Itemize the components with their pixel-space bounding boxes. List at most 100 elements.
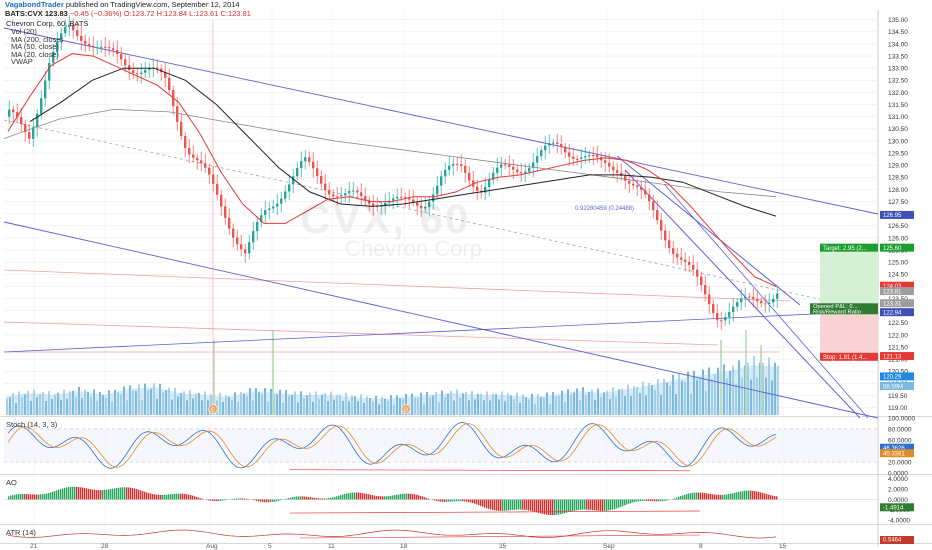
- candle-body: [204, 163, 207, 168]
- volume-bar: [468, 400, 470, 415]
- volume-bar: [15, 403, 17, 415]
- ao-bar: [266, 499, 268, 503]
- ao-bar: [720, 494, 722, 500]
- ao-bar: [502, 499, 504, 511]
- ao-bar: [22, 493, 24, 500]
- ao-bar: [596, 499, 598, 511]
- publisher-name[interactable]: VagabondTrader: [5, 0, 64, 9]
- volume-bar: [669, 385, 671, 415]
- volume-bar: [495, 394, 497, 415]
- ao-bar: [760, 492, 762, 500]
- volume-bar: [564, 402, 566, 415]
- ao-bar: [70, 486, 72, 500]
- volume-bar: [660, 394, 662, 415]
- ao-bar: [192, 495, 194, 500]
- candle-body: [84, 40, 87, 45]
- ao-bar: [618, 499, 620, 508]
- candle-body: [180, 121, 183, 137]
- candle-body: [700, 276, 703, 285]
- ao-bar: [152, 493, 154, 500]
- ao-bar: [90, 489, 92, 500]
- ao-bar: [146, 492, 148, 500]
- ao-bar: [254, 499, 256, 501]
- price-tick-label: 134.50: [888, 29, 908, 36]
- indicator-ma200[interactable]: MA (200, close): [11, 34, 64, 44]
- candle-body: [136, 73, 139, 75]
- ao-bar: [24, 494, 26, 500]
- ao-bar: [358, 492, 360, 500]
- volume-bar: [27, 390, 29, 415]
- volume-bar: [111, 401, 113, 415]
- volume-bar: [387, 400, 389, 415]
- price-tick-label: 130.50: [888, 126, 908, 133]
- volume-bar: [267, 401, 269, 415]
- volume-bar: [345, 392, 347, 415]
- volume-bar: [621, 388, 623, 415]
- ao-bar: [428, 498, 430, 500]
- candle-body: [308, 157, 311, 162]
- volume-bar: [147, 390, 149, 415]
- ao-bar: [660, 499, 662, 502]
- ao-bar: [340, 495, 342, 500]
- volume-bar: [474, 399, 476, 415]
- ao-bar: [96, 490, 98, 500]
- candle-body: [104, 46, 107, 48]
- volume-bar: [498, 399, 500, 415]
- volume-bar: [666, 382, 668, 415]
- ao-bar: [92, 489, 94, 500]
- ao-bar: [246, 498, 248, 500]
- ao-bar: [662, 499, 664, 502]
- volume-bar: [327, 401, 329, 415]
- candle-body: [492, 172, 495, 180]
- quote-line: BATS:CVX 123.83 −0.45 (−0.36%) O:123.72 …: [5, 10, 251, 18]
- ao-bar: [560, 499, 562, 515]
- candle-body: [124, 59, 127, 66]
- event-marker-e: [208, 404, 218, 414]
- indicator-ma50[interactable]: MA (50, close): [11, 42, 59, 51]
- ao-bar: [742, 491, 744, 500]
- ao-bar: [480, 499, 482, 506]
- candle-body: [748, 296, 751, 298]
- volume-bar: [75, 397, 77, 415]
- watermark-symbol: CVX, 60: [300, 195, 471, 242]
- volume-bar: [687, 371, 689, 415]
- volume-bar: [159, 383, 161, 415]
- candle-body: [548, 142, 551, 146]
- volume-ma-area: [6, 365, 778, 415]
- stoch-flag-label: 46.3626: [883, 446, 905, 452]
- ao-bar: [622, 499, 624, 507]
- volume-bar: [690, 394, 692, 415]
- candle-body: [76, 30, 79, 36]
- ao-bar: [52, 491, 54, 500]
- candle-body: [216, 183, 219, 195]
- volume-bar: [156, 398, 158, 415]
- ao-bar: [548, 499, 550, 515]
- volume-bar: [672, 374, 674, 415]
- chart-title: Chevron Corp, 60, BATS: [6, 19, 89, 28]
- volume-bar: [48, 390, 50, 415]
- volume-bar: [252, 400, 254, 415]
- volume-bar: [312, 401, 314, 415]
- candle-body: [16, 112, 19, 118]
- candle-body: [392, 198, 395, 201]
- indicator-vwap[interactable]: VWAP: [11, 57, 33, 66]
- ao-bar: [378, 496, 380, 500]
- price-tick-label: 131.50: [888, 102, 908, 109]
- indicator-vol[interactable]: Vol (20): [11, 27, 37, 36]
- volume-bar: [414, 397, 416, 415]
- candle-body: [568, 152, 571, 157]
- price-tick-label: 129.50: [888, 150, 908, 157]
- ao-bar: [610, 499, 612, 511]
- indicator-ma20[interactable]: MA (20, close): [11, 49, 59, 59]
- volume-bar: [726, 378, 728, 415]
- price-flag-label: 126.95: [883, 213, 902, 219]
- ao-bar: [590, 499, 592, 510]
- candle-body: [404, 197, 407, 199]
- volume-bar: [582, 387, 584, 415]
- price-flag-bg: [880, 299, 914, 308]
- volume-bar: [258, 392, 260, 415]
- volume-bar: [84, 389, 86, 415]
- ao-bar: [714, 494, 716, 500]
- ao-bar: [196, 496, 198, 500]
